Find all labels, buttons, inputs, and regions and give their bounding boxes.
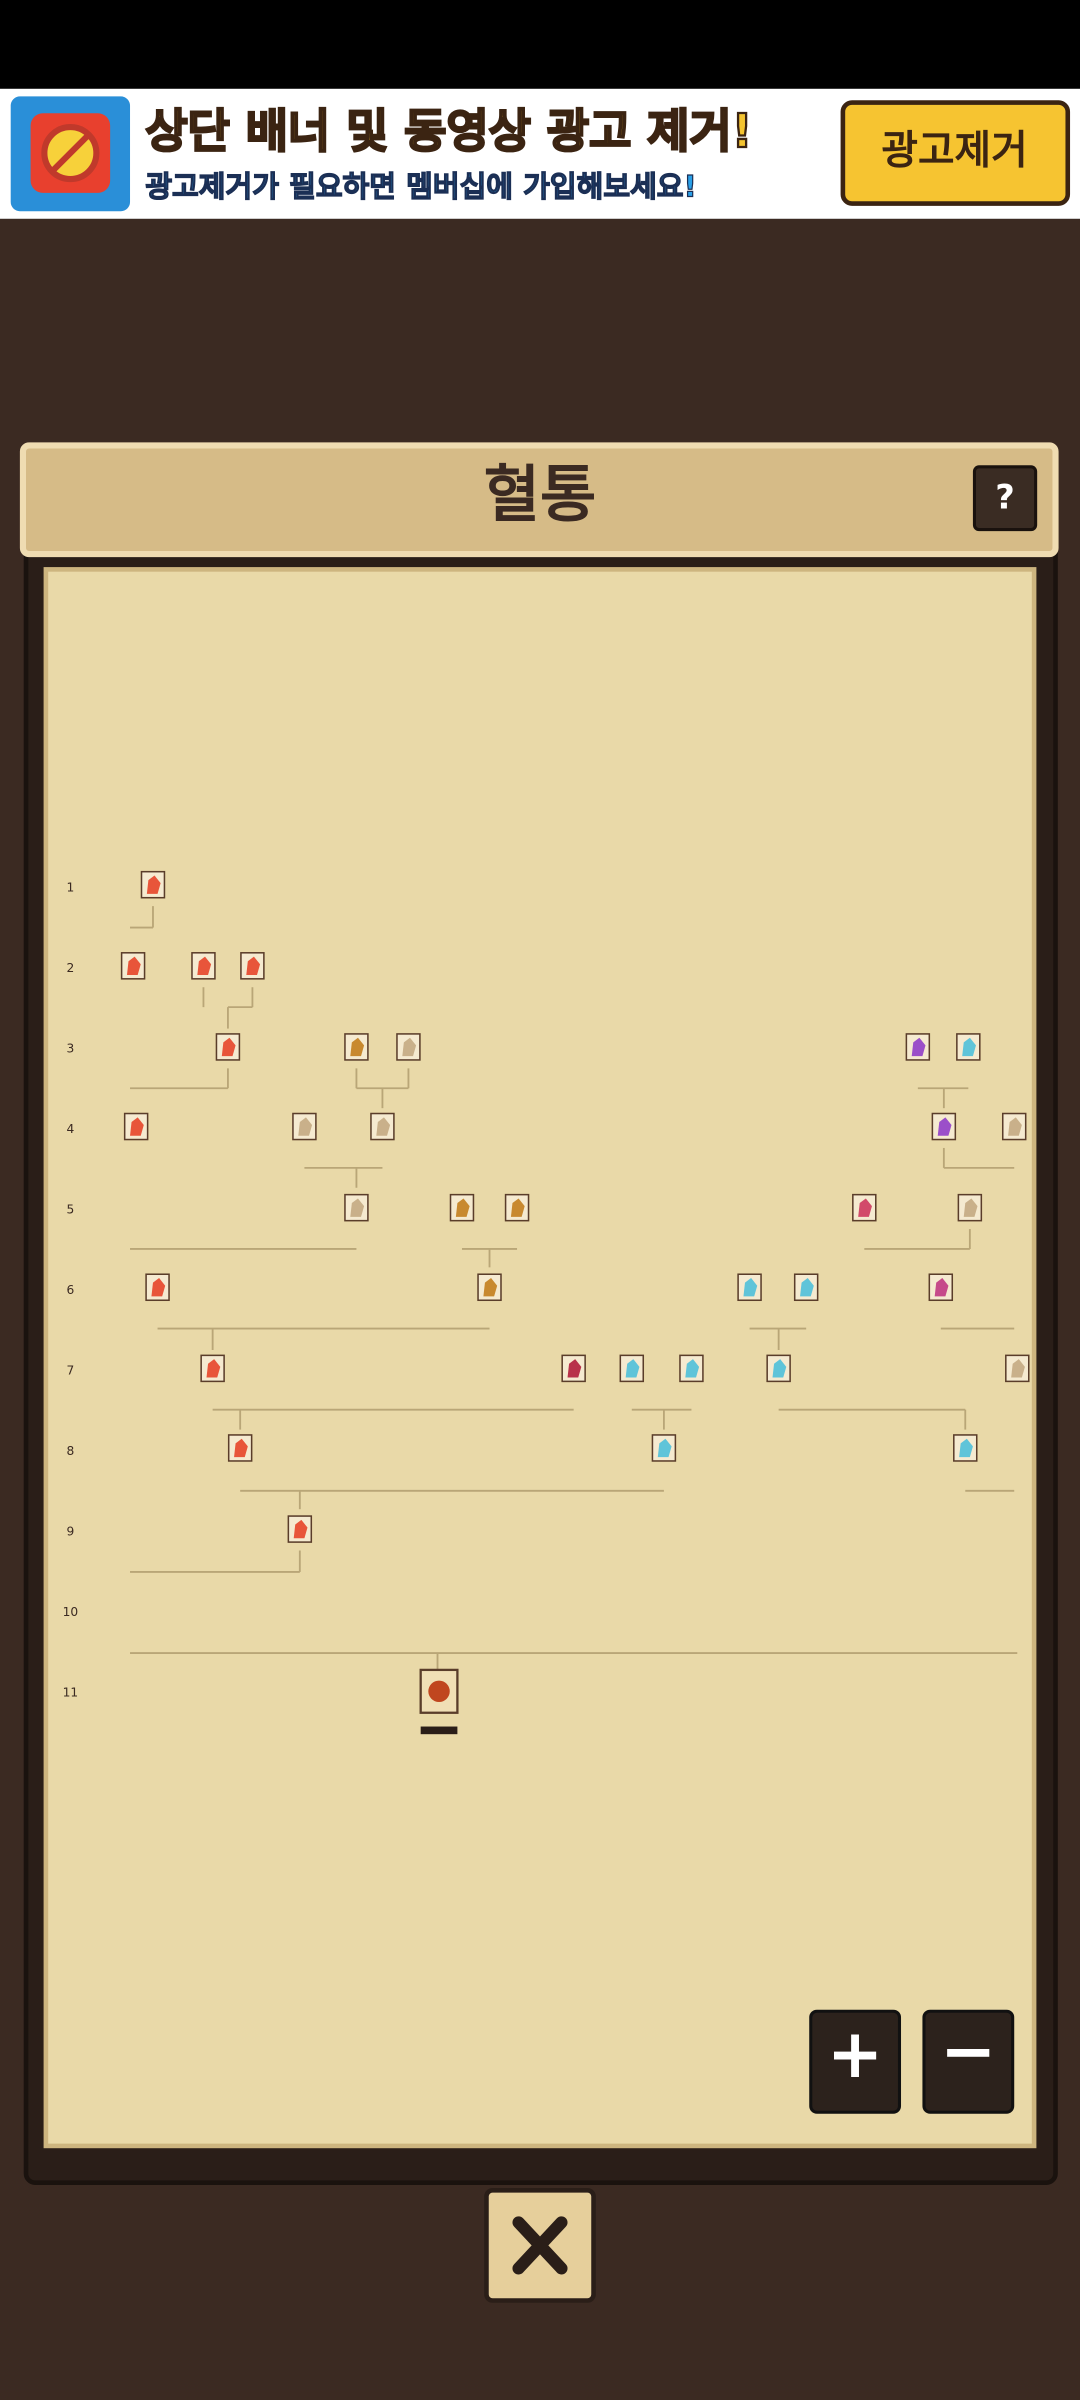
banner-icon-slash [49,132,91,174]
generation-number: 6 [66,1283,74,1297]
portrait [428,1680,450,1703]
portrait [858,1198,872,1217]
help-label: ? [995,477,1015,516]
portrait [1011,1359,1025,1378]
portrait [221,1037,236,1057]
portrait [197,956,212,975]
generation-number: 3 [66,1041,74,1055]
portrait [911,1037,926,1057]
portrait [937,1117,952,1136]
banner-headline: 상단 배너 및 동영상 광고 제거! [145,104,752,158]
portrait [246,956,261,975]
portrait-tag [420,1726,458,1735]
portrait [206,1359,221,1378]
zoom-out-label: − [940,2012,996,2090]
portrait [293,1519,308,1539]
portrait [1008,1117,1022,1136]
portrait [685,1359,700,1378]
portrait [934,1278,949,1297]
portrait [510,1198,525,1217]
banner-subline: 광고제거가 필요하면 멤버십에 가입해보세요! [145,169,696,203]
portrait [146,875,161,894]
portrait [483,1278,498,1297]
zoom-out-button[interactable] [922,2009,1015,2114]
generation-number: 7 [66,1363,74,1377]
remove-ads-button[interactable] [840,100,1071,206]
portrait [350,1198,365,1217]
generation-number: 2 [66,961,74,975]
portrait [959,1438,973,1458]
portrait [772,1359,787,1378]
zoom-in-label: + [827,2015,883,2093]
portrait [402,1037,417,1057]
panel-title: 혈통 [484,460,597,531]
generation-number: 4 [66,1122,74,1136]
portrait [350,1037,365,1057]
generation-number: 11 [63,1685,79,1699]
remove-ads-label: 광고제거 [881,128,1027,174]
portrait [455,1198,470,1217]
portrait [151,1278,166,1297]
portrait [800,1278,814,1297]
generation-number: 1 [66,880,74,894]
portrait [962,1037,976,1057]
status-bar [0,0,1080,89]
generation-number: 10 [63,1605,79,1619]
portrait [126,956,141,975]
zoom-in-button[interactable] [809,2009,902,2114]
pedigree-area [43,567,1037,2149]
pedigree-tree: 1 2 3 4 5 6 7 8 9 10 11 [63,870,1030,1735]
portrait [657,1438,672,1458]
portrait [625,1359,640,1378]
portrait [298,1117,313,1136]
portrait [234,1438,248,1458]
panel-header [19,442,1059,558]
portrait [963,1198,978,1217]
portrait [376,1117,391,1136]
help-button[interactable] [972,465,1038,532]
generation-number: 5 [66,1202,74,1216]
generation-number: 9 [66,1524,74,1538]
portrait [743,1278,758,1297]
close-icon [512,2216,568,2275]
portrait [567,1359,582,1378]
portrait [130,1117,144,1136]
generation-number: 8 [66,1444,74,1458]
